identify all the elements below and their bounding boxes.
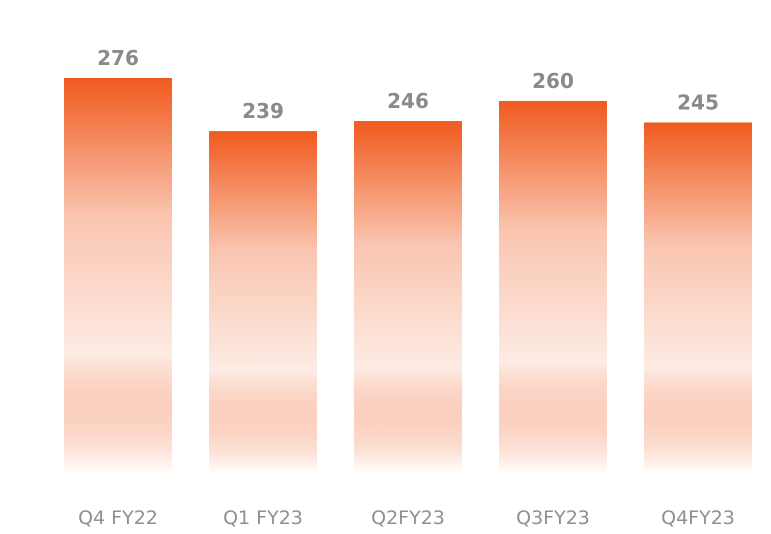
bar-value-label: 260 xyxy=(532,69,574,93)
value-labels-group: 276 239 246 260 245 xyxy=(97,46,719,123)
bar-value-label: 245 xyxy=(677,90,719,114)
bar-2 xyxy=(209,131,317,474)
x-axis-tick-labels: Q4 FY22 Q1 FY23 Q2FY23 Q3FY23 Q4FY23 xyxy=(78,507,735,529)
x-tick-label: Q2FY23 xyxy=(371,507,445,529)
x-tick-label: Q4FY23 xyxy=(661,507,735,529)
bar-1 xyxy=(64,78,172,474)
bar-4 xyxy=(499,100,607,475)
x-tick-label: Q3FY23 xyxy=(516,507,590,529)
bar-3 xyxy=(354,121,462,474)
bar-value-label: 276 xyxy=(97,46,139,70)
bar-5 xyxy=(644,122,752,474)
bars-group xyxy=(64,78,752,475)
bar-value-label: 246 xyxy=(387,89,429,113)
x-tick-label: Q1 FY23 xyxy=(223,507,303,529)
bar-value-label: 239 xyxy=(242,99,284,123)
x-tick-label: Q4 FY22 xyxy=(78,507,158,529)
